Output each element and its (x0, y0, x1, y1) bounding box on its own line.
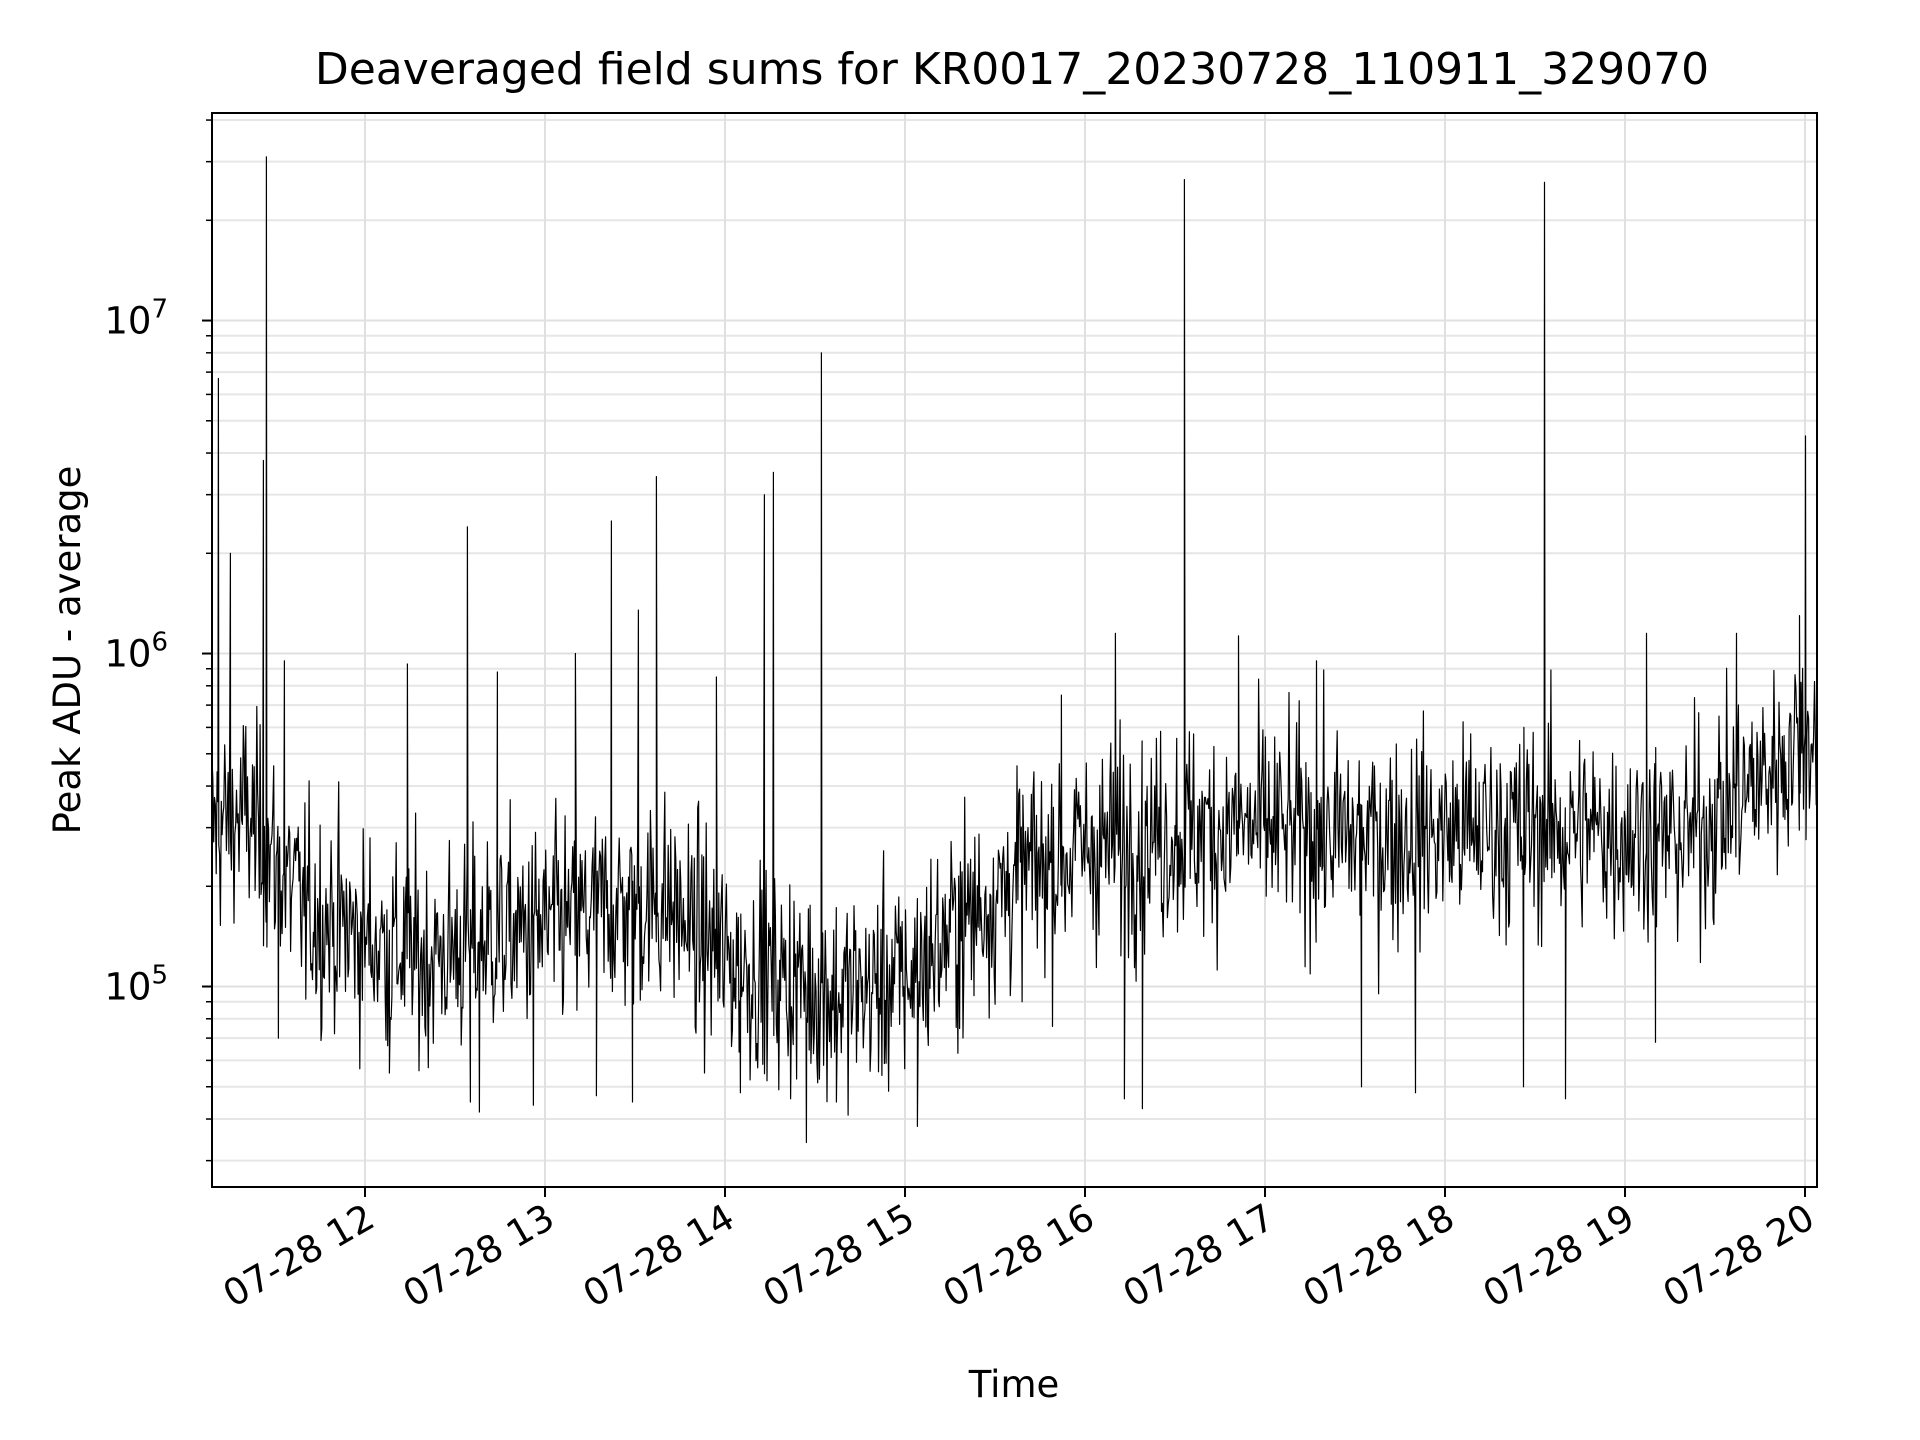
y-tick-label: 105 (104, 961, 168, 1009)
y-axis-label: Peak ADU - average (46, 466, 89, 835)
series-line (211, 156, 1818, 1144)
x-axis-label: Time (968, 1363, 1060, 1406)
y-tick-label: 106 (104, 628, 168, 676)
plot-frame (211, 112, 1818, 1188)
y-tick-label: 107 (104, 295, 168, 343)
x-gridlines (364, 113, 1806, 1187)
series-layer (211, 156, 1818, 1144)
y-axis: 105 106 107 (104, 119, 212, 1162)
chart-title: Deaveraged field sums for KR0017_2023072… (315, 44, 1709, 95)
plot-area (211, 112, 1818, 1188)
